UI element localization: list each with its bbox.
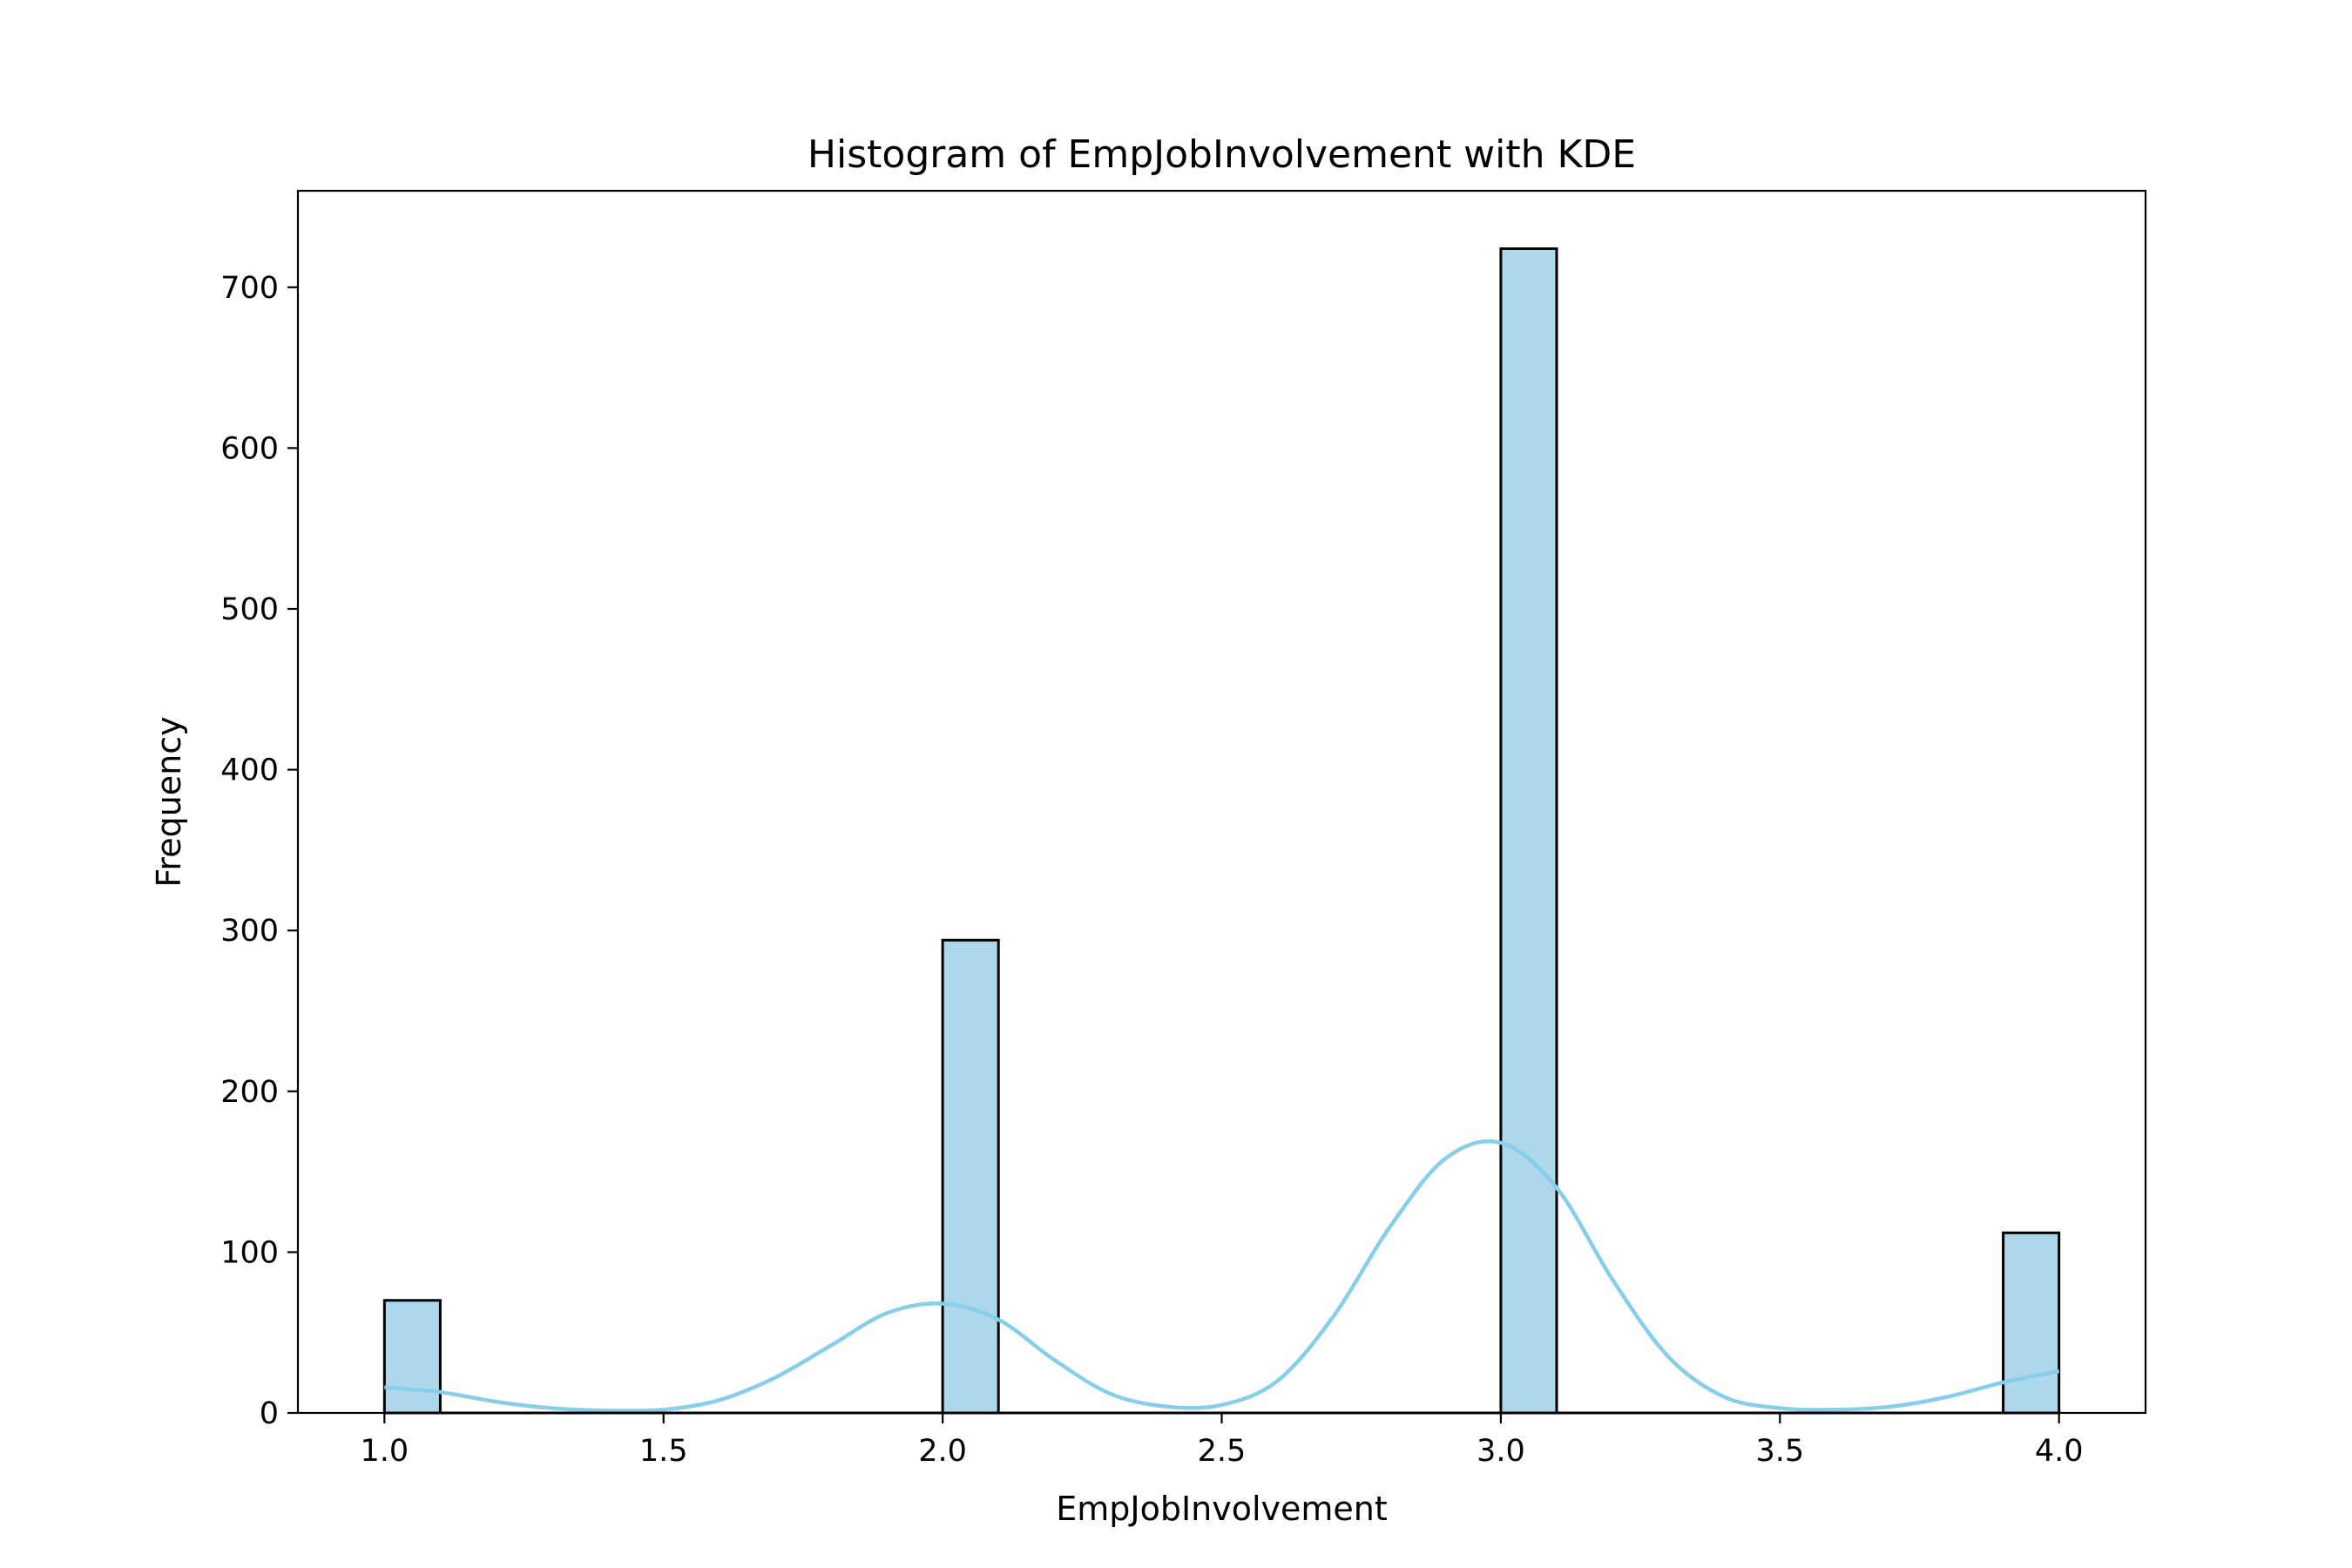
x-axis-label: EmpJobInvolvement xyxy=(1056,1490,1388,1528)
histogram-bar xyxy=(382,1299,442,1415)
bars-layer xyxy=(382,247,2061,1415)
y-tick-label: 600 xyxy=(220,431,279,466)
y-tick-label: 400 xyxy=(220,754,279,788)
y-tick-label: 500 xyxy=(220,592,279,627)
y-tick-label: 300 xyxy=(220,914,279,949)
x-tick-label: 3.0 xyxy=(1477,1434,1525,1469)
y-tick-label: 0 xyxy=(260,1396,279,1431)
histogram-bar xyxy=(1499,247,1558,1415)
x-tick-label: 2.5 xyxy=(1198,1434,1247,1469)
y-tick-label: 100 xyxy=(220,1235,279,1270)
y-tick-label: 200 xyxy=(220,1075,279,1110)
histogram-bar xyxy=(2002,1231,2061,1415)
y-tick-label: 700 xyxy=(220,271,279,306)
x-axis: 1.0 1.5 2.0 2.5 3.0 3.5 4.0 xyxy=(360,1413,2084,1469)
x-tick-label: 2.0 xyxy=(918,1434,967,1469)
histogram-bar xyxy=(941,938,1000,1415)
y-axis-label: Frequency xyxy=(150,716,188,887)
kde-layer xyxy=(384,1139,2060,1413)
kde-curve xyxy=(384,1139,2060,1413)
x-tick-label: 1.5 xyxy=(639,1434,688,1469)
x-tick-label: 1.0 xyxy=(360,1434,409,1469)
y-axis: 0 100 200 300 400 500 600 700 xyxy=(220,271,298,1431)
chart-title: Histogram of EmpJobInvolvement with KDE xyxy=(808,132,1636,177)
x-tick-label: 3.5 xyxy=(1755,1434,1804,1469)
x-tick-label: 4.0 xyxy=(2035,1434,2084,1469)
